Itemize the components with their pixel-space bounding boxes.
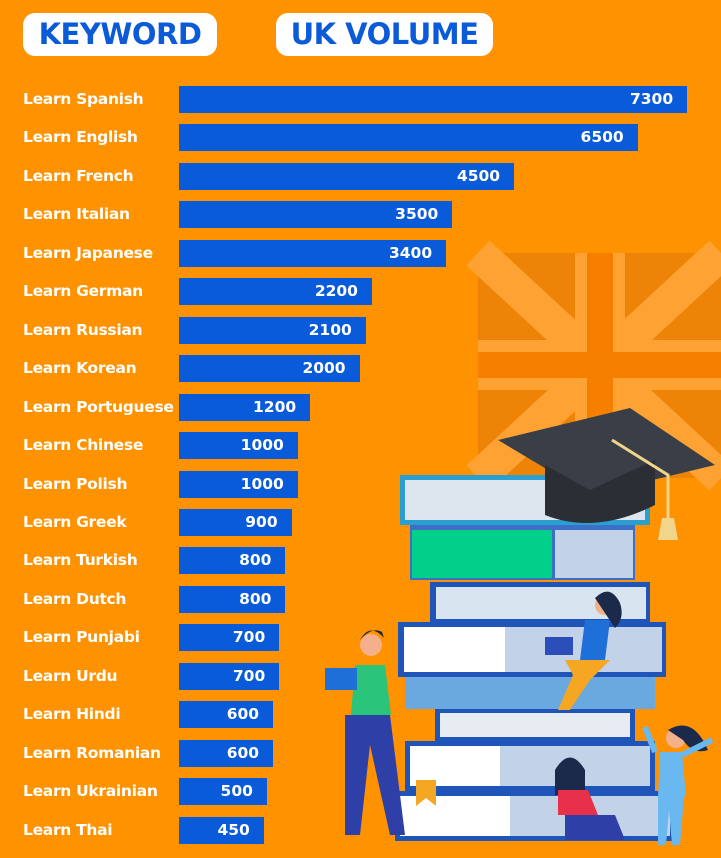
book-stack-icon [395,475,675,841]
graduation-cap-icon [498,408,715,540]
bar: 600 [179,739,274,767]
bar: 6500 [179,124,638,152]
category-label: Learn Greek [23,512,127,531]
category-label: Learn French [23,166,134,185]
data-label: 450 [217,820,250,839]
bar: 500 [179,778,267,806]
data-label: 700 [232,628,266,647]
bar: 1200 [179,393,311,421]
category-label: Learn Chinese [23,436,144,455]
bar: 700 [179,662,280,690]
data-label: 700 [232,666,266,685]
bar: 3500 [179,201,453,229]
category-label: Learn German [23,282,143,301]
category-label: Learn Spanish [23,90,144,108]
people-reading-icon [325,591,714,845]
bar: 2000 [179,355,360,383]
category-label: Learn Russian [23,320,143,339]
category-label: Learn Punjabi [23,628,140,647]
category-label: Learn English [23,128,138,147]
data-label: 2000 [302,359,346,378]
category-label: Learn Korean [23,359,137,378]
bar: 2200 [179,278,372,306]
bar: 7300 [179,86,688,113]
category-label: Learn Turkish [23,551,138,570]
data-label: 4500 [456,166,501,185]
data-label: 3500 [395,205,439,224]
category-label: Learn Romanian [23,743,161,762]
bar: 900 [179,508,292,536]
category-label: Learn Urdu [23,666,118,685]
bar: 2100 [179,316,366,344]
bar: 1000 [179,432,298,460]
uk-flag-icon [466,240,721,491]
category-label: Learn Thai [23,820,113,839]
data-label: 1200 [253,397,297,416]
data-label: 600 [226,743,260,762]
category-label: Learn Italian [23,205,130,224]
data-label: 500 [220,782,253,801]
bar: 600 [179,701,274,729]
bar: 700 [179,624,280,652]
bar: 3400 [179,239,447,267]
data-label: 6500 [580,128,624,147]
category-label: Learn Portuguese [23,397,174,416]
bar: 800 [179,585,286,613]
bar: 800 [179,547,286,575]
data-label: 800 [239,589,272,608]
category-label: Learn Polish [23,474,128,493]
category-label: Learn Japanese [23,243,153,262]
keyword-header: KEYWORD [23,13,217,56]
data-label: 2200 [314,282,358,301]
data-label: 1000 [240,436,284,455]
bar: 1000 [179,470,298,498]
category-label: Learn Hindi [23,705,121,724]
data-label: 900 [245,512,278,531]
data-label: 2100 [308,320,352,339]
data-label: 7300 [629,90,674,108]
data-label: 3400 [388,243,433,262]
bar: 450 [179,816,264,844]
volume-header: UK VOLUME [276,13,493,56]
data-label: 1000 [240,474,284,493]
bar: 4500 [179,162,515,190]
category-label: Learn Dutch [23,589,127,608]
category-label: Learn Ukrainian [23,782,158,801]
data-label: 600 [226,705,260,724]
data-label: 800 [239,551,272,570]
